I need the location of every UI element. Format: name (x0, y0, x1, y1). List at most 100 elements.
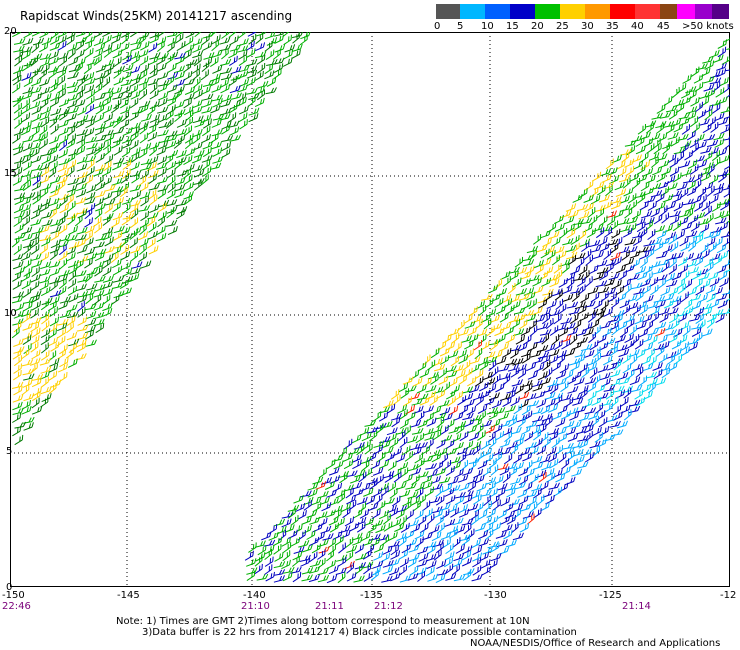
wind-barb-shaft (112, 92, 124, 100)
wind-barb-shaft (41, 219, 53, 227)
wind-barb (484, 397, 495, 406)
wind-barb (138, 82, 147, 94)
wind-barb (652, 267, 664, 275)
wind-barb-shaft (165, 109, 174, 121)
wind-barb-shaft (112, 116, 121, 128)
wind-barb (477, 404, 488, 414)
wind-barb-shaft (113, 225, 125, 234)
wind-barb-shaft (121, 135, 133, 144)
wind-barb (521, 379, 533, 388)
wind-barb-shaft (175, 55, 185, 65)
wind-barb (444, 518, 456, 527)
wind-barb-shaft (200, 85, 211, 95)
wind-barb (246, 48, 256, 58)
wind-barb-shaft (628, 172, 639, 183)
wind-barb (165, 109, 174, 121)
wind-barb-shaft (637, 123, 646, 135)
legend-swatch (460, 4, 485, 19)
wind-barb-shaft (13, 109, 22, 121)
wind-barb-shaft (557, 405, 568, 415)
wind-barb (405, 509, 414, 521)
wind-barb (201, 113, 212, 123)
wind-barb-shaft (221, 93, 233, 103)
wind-barb-shaft (147, 189, 157, 200)
wind-barb-shaft (102, 215, 111, 226)
wind-barb-shaft (40, 98, 49, 109)
wind-barb-shaft (661, 212, 670, 224)
wind-barb-shaft (129, 184, 142, 192)
wind-barb-shaft (102, 129, 114, 137)
wind-barb (508, 315, 520, 324)
wind-barb-shaft (22, 86, 34, 95)
wind-barb (600, 399, 613, 407)
legend-label: 35 (606, 21, 619, 32)
wind-barb-shaft (201, 34, 210, 46)
wind-barb-shaft (312, 523, 323, 533)
wind-barb (121, 70, 132, 80)
wind-barb-shaft (299, 34, 308, 46)
wind-barb-shaft (95, 175, 104, 186)
wind-barb-shaft (39, 53, 52, 60)
wind-barb-shaft (167, 84, 178, 93)
wind-barb-shaft (211, 118, 222, 128)
legend-label: 25 (556, 21, 569, 32)
wind-barb (120, 85, 132, 95)
wind-barb (67, 106, 79, 114)
wind-barb (458, 374, 467, 386)
wind-barb (22, 91, 33, 100)
wind-barb-shaft (238, 64, 250, 73)
wind-barb (30, 341, 39, 353)
wind-barb-shaft (247, 32, 258, 37)
wind-barb-shaft (120, 105, 131, 115)
wind-barb-shaft (586, 228, 596, 238)
wind-barb (173, 78, 185, 87)
wind-barb (147, 132, 158, 142)
wind-barb (49, 289, 62, 298)
wind-barb-shaft (515, 288, 527, 296)
wind-barb (156, 106, 169, 114)
wind-barb-shaft (77, 106, 87, 116)
wind-barb-shaft (652, 267, 664, 275)
wind-barb (176, 118, 187, 128)
wind-barb-shaft (602, 327, 612, 338)
legend-label: 15 (506, 21, 519, 32)
wind-barb (12, 32, 22, 38)
wind-barb (48, 68, 57, 79)
wind-barb-shaft (676, 278, 686, 290)
wind-barb-shaft (131, 261, 143, 269)
wind-barb (121, 287, 132, 296)
wind-barb (12, 142, 24, 151)
wind-barb (578, 413, 590, 422)
wind-barb (58, 140, 67, 151)
wind-barb (530, 425, 541, 436)
wind-barb-shaft (272, 48, 281, 60)
wind-barb-shaft (13, 204, 24, 214)
wind-barb-shaft (22, 37, 34, 46)
wind-barb (230, 66, 242, 75)
wind-barb (236, 45, 249, 53)
wind-barb-shaft (210, 104, 221, 114)
wind-barb (12, 412, 22, 423)
wind-barb (238, 105, 249, 115)
wind-barb (40, 350, 50, 361)
wind-barb-shaft (84, 84, 95, 94)
wind-barb (594, 204, 606, 213)
wind-barb-shaft (681, 124, 690, 135)
wind-barb (158, 135, 170, 144)
wind-barb-shaft (202, 93, 214, 101)
wind-barb (318, 467, 327, 479)
wind-barb (40, 328, 51, 339)
wind-barb-shaft (499, 312, 509, 323)
wind-barb-shaft (716, 293, 728, 301)
wind-barb-shaft (94, 71, 106, 81)
wind-barb (14, 195, 25, 205)
wind-barb-shaft (131, 173, 140, 184)
wind-barb (656, 172, 666, 183)
wind-barb-shaft (210, 56, 219, 68)
wind-barb-shaft (430, 347, 440, 359)
wind-barb (192, 50, 204, 59)
wind-barb-shaft (193, 89, 203, 100)
wind-barb-shaft (425, 463, 437, 470)
wind-barb (676, 278, 686, 290)
wind-barb-shaft (129, 237, 138, 249)
